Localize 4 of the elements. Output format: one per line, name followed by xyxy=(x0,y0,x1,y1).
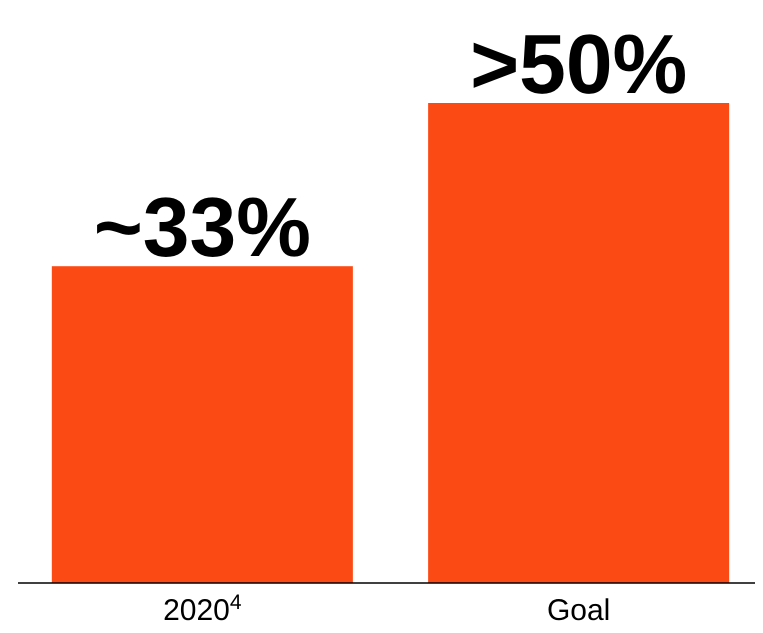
x-tick-label: Goal xyxy=(546,594,610,627)
data-label: ~33% xyxy=(94,180,311,274)
data-label: >50% xyxy=(470,17,688,111)
x-tick-label: 2020$^{4}$ xyxy=(163,590,242,627)
